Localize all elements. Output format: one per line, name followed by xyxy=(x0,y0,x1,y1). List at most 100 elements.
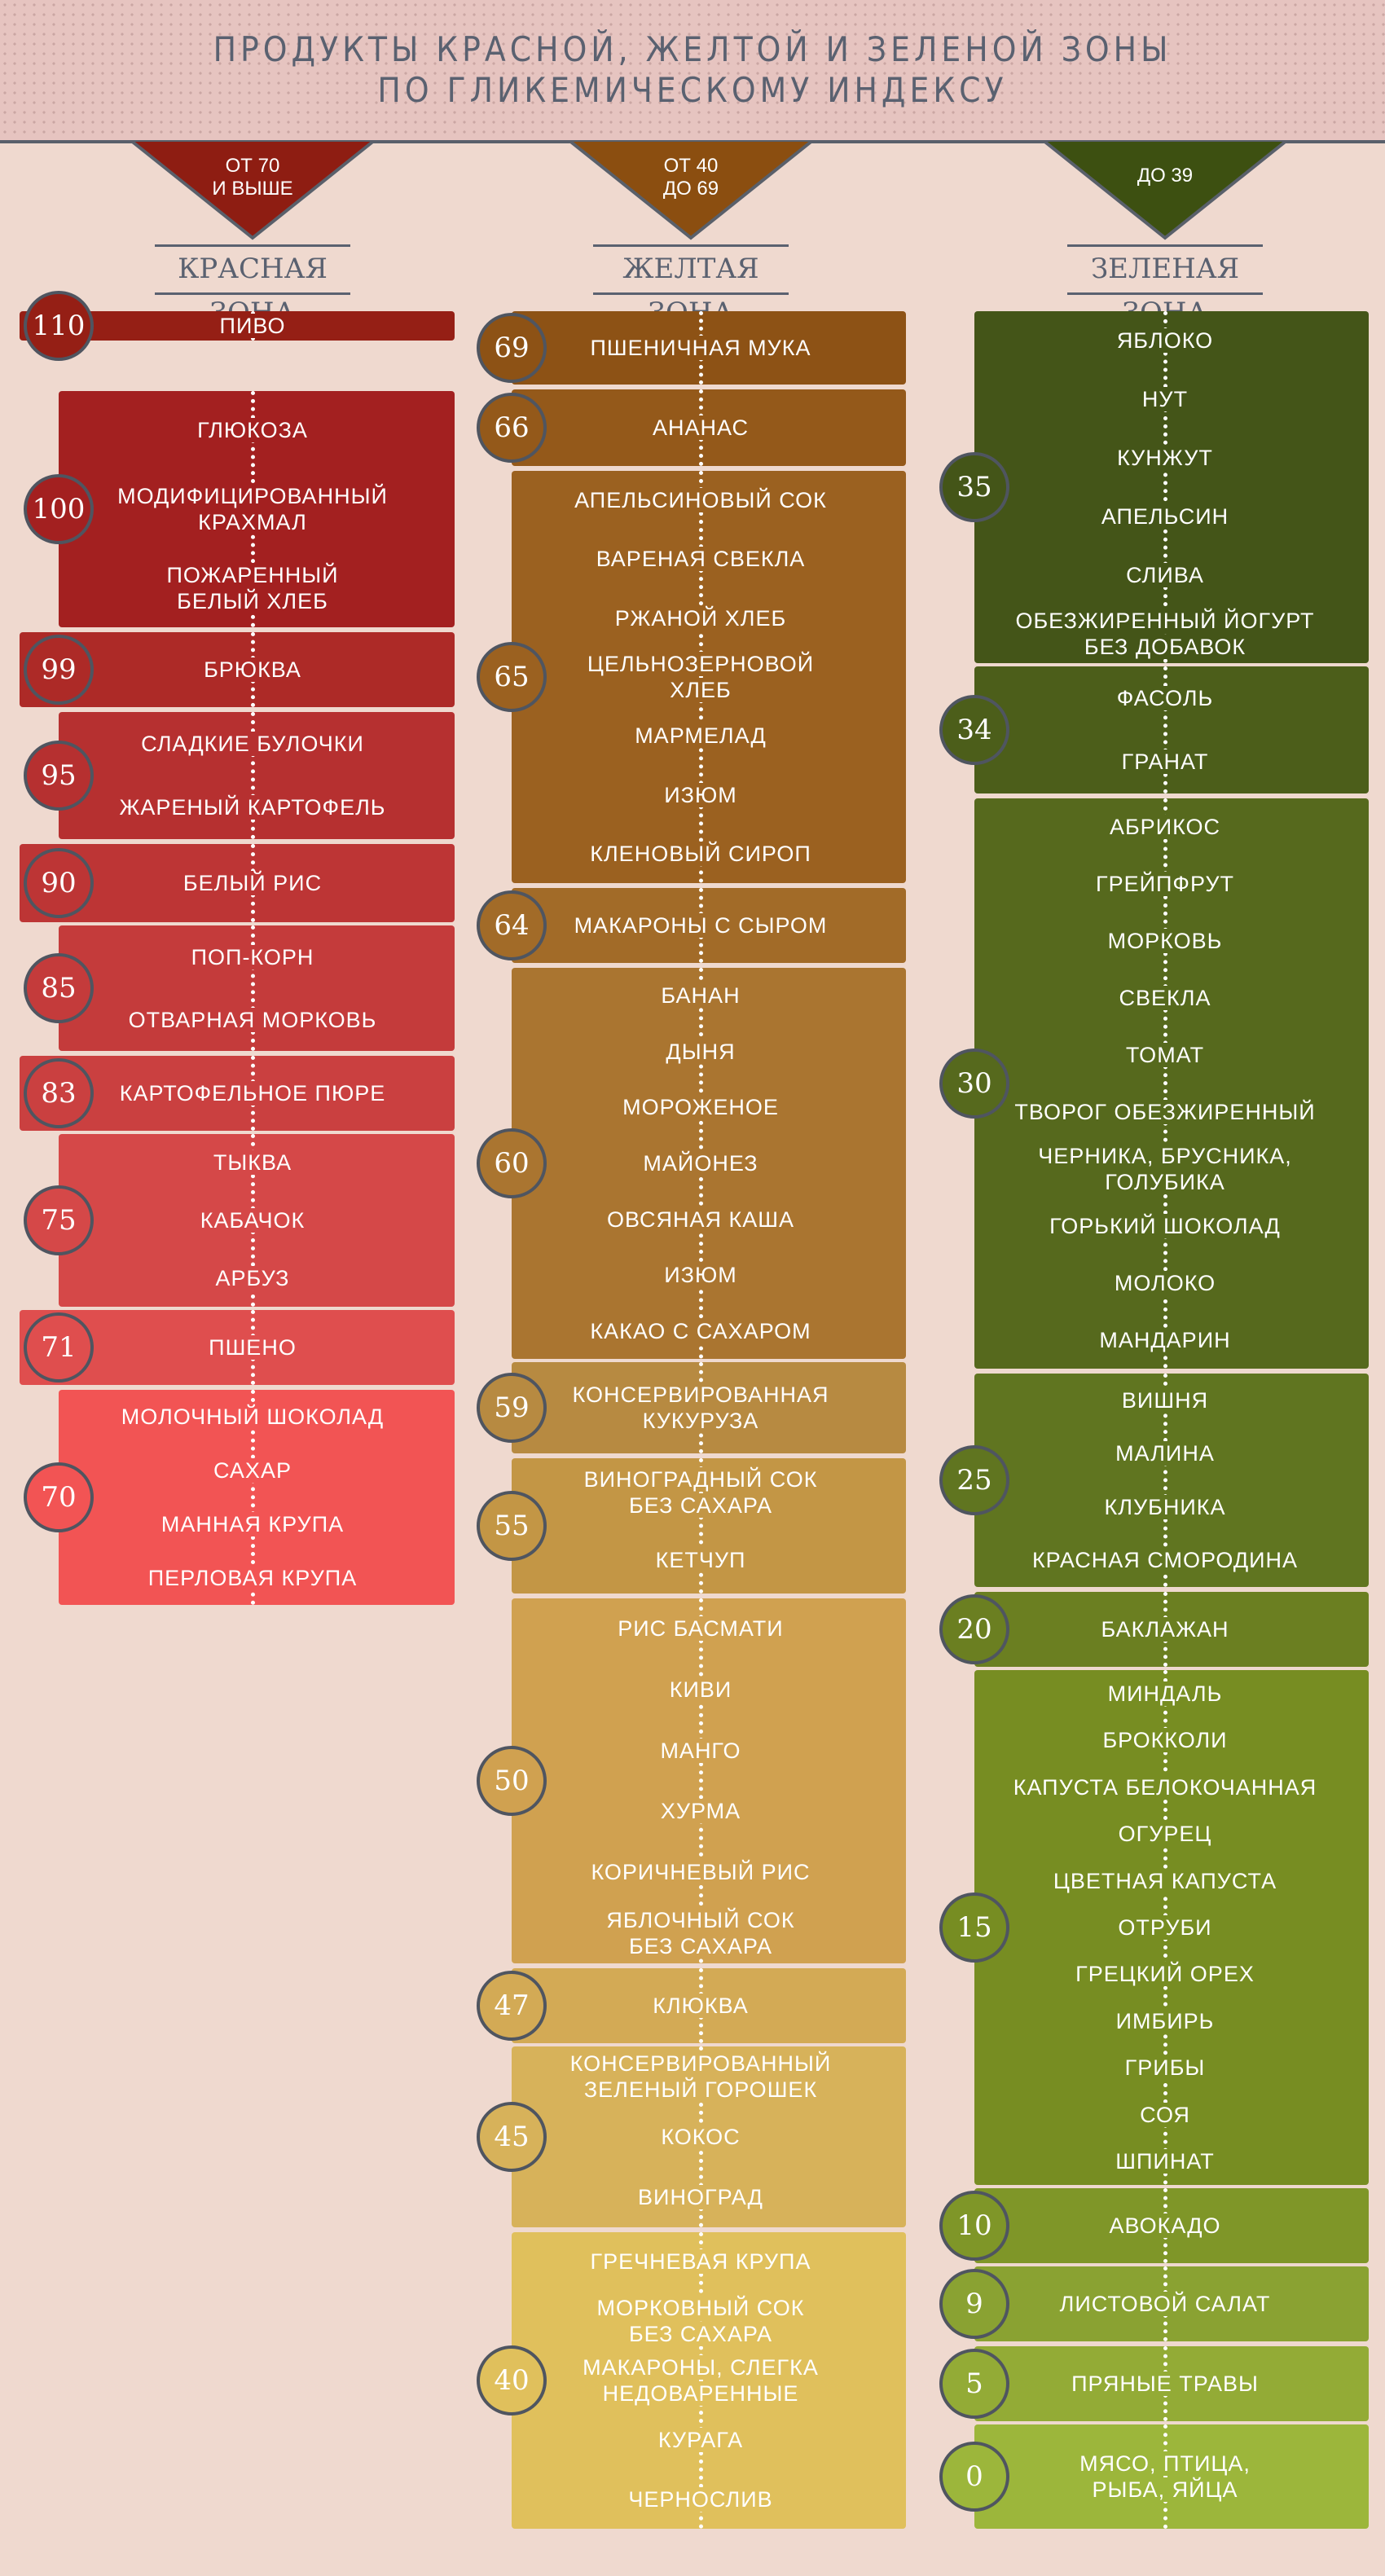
food-item: ИЗЮМ xyxy=(489,782,912,808)
food-item-line: МАКАРОНЫ, СЛЕГКА xyxy=(489,2354,912,2380)
food-item-line: БРОККОЛИ xyxy=(953,1727,1377,1753)
food-item-line: МАЛИНА xyxy=(953,1440,1377,1466)
food-item-line: ВАРЕНАЯ СВЕКЛА xyxy=(489,546,912,572)
food-item-line: АПЕЛЬСИНОВЫЙ СОК xyxy=(489,487,912,513)
food-item-line: АРБУЗ xyxy=(41,1265,464,1291)
zone-group-gi-9: ЛИСТОВОЙ САЛАТ xyxy=(974,2266,1369,2341)
zone-group-gi-45: КОНСЕРВИРОВАННЫЙ ЗЕЛЕНЫЙ ГОРОШЕК КОКОС ВИНО… xyxy=(512,2046,906,2227)
food-item: МАЙОНЕЗ xyxy=(489,1150,912,1176)
zone-range-red: ОТ 70 И ВЫШЕ xyxy=(163,155,342,200)
food-item: КЕТЧУП xyxy=(489,1547,912,1573)
food-item-line: ПОП-КОРН xyxy=(41,944,464,970)
zone-group-gi-0: МЯСО, ПТИЦА, РЫБА, ЯЙЦА xyxy=(974,2424,1369,2529)
food-item: ДЫНЯ xyxy=(489,1039,912,1065)
food-item: СВЕКЛА xyxy=(953,985,1377,1011)
food-item: МОРОЖЕНОЕ xyxy=(489,1094,912,1120)
food-item: АПЕЛЬСИН xyxy=(953,503,1377,530)
food-item: МОЛОЧНЫЙ ШОКОЛАД xyxy=(41,1404,464,1430)
food-item-line: КЛУБНИКА xyxy=(953,1494,1377,1520)
food-item-line: НУТ xyxy=(953,386,1377,412)
food-item: МЯСО, ПТИЦА, РЫБА, ЯЙЦА xyxy=(953,2451,1377,2503)
food-item: МАРМЕЛАД xyxy=(489,723,912,749)
food-item: ОТВАРНАЯ МОРКОВЬ xyxy=(41,1007,464,1033)
food-item-line: ГРИБЫ xyxy=(953,2055,1377,2081)
food-item: МИНДАЛЬ xyxy=(953,1681,1377,1707)
food-item: ГРАНАТ xyxy=(953,749,1377,775)
food-item-line: БЕЗ ДОБАВОК xyxy=(953,634,1377,660)
gi-badge: 90 xyxy=(24,848,94,918)
food-item-line: ТЫКВА xyxy=(41,1150,464,1176)
group-divider-dots xyxy=(251,1390,255,1605)
food-item-line: ИЗЮМ xyxy=(489,782,912,808)
food-item-line: МАНДАРИН xyxy=(953,1327,1377,1353)
food-item-line: БЕЛЫЙ ХЛЕБ xyxy=(41,588,464,614)
food-item-line: ПШЕНИЧНАЯ МУКА xyxy=(489,335,912,361)
food-item-line: СЛАДКИЕ БУЛОЧКИ xyxy=(41,731,464,757)
food-item: КЛЮКВА xyxy=(489,1993,912,2019)
food-item: ПОЖАРЕННЫЙ БЕЛЫЙ ХЛЕБ xyxy=(41,562,464,614)
food-item-line: ЛИСТОВОЙ САЛАТ xyxy=(953,2291,1377,2317)
header-banner: ПРОДУКТЫ КРАСНОЙ, ЖЕЛТОЙ И ЗЕЛЕНОЙ ЗОНЫ … xyxy=(0,0,1385,143)
food-item: МОДИФИЦИРОВАННЫЙ КРАХМАЛ xyxy=(41,483,464,535)
food-item-line: КАПУСТА БЕЛОКОЧАННАЯ xyxy=(953,1774,1377,1800)
food-item-line: СОЯ xyxy=(953,2102,1377,2128)
gi-badge: 25 xyxy=(939,1445,1009,1515)
food-item-line: ГОРЬКИЙ ШОКОЛАД xyxy=(953,1213,1377,1239)
food-item: РИС БАСМАТИ xyxy=(489,1615,912,1642)
food-item-line: ОБЕЗЖИРЕННЫЙ ЙОГУРТ xyxy=(953,608,1377,634)
food-item: ПШЕНИЧНАЯ МУКА xyxy=(489,335,912,361)
food-item: МАНДАРИН xyxy=(953,1327,1377,1353)
gi-badge: 95 xyxy=(24,741,94,811)
food-item: БАКЛАЖАН xyxy=(953,1616,1377,1642)
food-item-line: АВОКАДО xyxy=(953,2213,1377,2239)
food-item: МАЛИНА xyxy=(953,1440,1377,1466)
food-item: МАКАРОНЫ С СЫРОМ xyxy=(489,912,912,939)
food-item: НУТ xyxy=(953,386,1377,412)
food-item: ШПИНАТ xyxy=(953,2148,1377,2174)
food-item: КАКАО С САХАРОМ xyxy=(489,1318,912,1344)
food-item: ВАРЕНАЯ СВЕКЛА xyxy=(489,546,912,572)
food-item: ОБЕЗЖИРЕННЫЙ ЙОГУРТ БЕЗ ДОБАВОК xyxy=(953,608,1377,660)
food-item-line: ГОЛУБИКА xyxy=(953,1169,1377,1195)
food-item-line: ЯБЛОКО xyxy=(953,327,1377,354)
food-item-line: ХУРМА xyxy=(489,1798,912,1824)
food-item-line: МАРМЕЛАД xyxy=(489,723,912,749)
group-divider-dots xyxy=(1163,2424,1167,2529)
food-item-line: КОНСЕРВИРОВАННАЯ xyxy=(489,1382,912,1408)
food-item-line: МОЛОЧНЫЙ ШОКОЛАД xyxy=(41,1404,464,1430)
food-item: ОГУРЕЦ xyxy=(953,1821,1377,1847)
food-item-line: АНАНАС xyxy=(489,415,912,441)
zone-range-line-2: И ВЫШЕ xyxy=(212,178,293,200)
food-item: КОНСЕРВИРОВАННАЯ КУКУРУЗА xyxy=(489,1382,912,1434)
food-item-line: ЧЕРНОСЛИВ xyxy=(489,2486,912,2512)
food-item-line: ВИНОГРАДНЫЙ СОК xyxy=(489,1466,912,1492)
food-item-line: ЯБЛОЧНЫЙ СОК xyxy=(489,1907,912,1933)
food-item: КЛУБНИКА xyxy=(953,1494,1377,1520)
food-item-line: ИЗЮМ xyxy=(489,1262,912,1288)
food-item-line: МЯСО, ПТИЦА, xyxy=(953,2451,1377,2477)
food-item-line: ФАСОЛЬ xyxy=(953,685,1377,711)
food-item-line: КИВИ xyxy=(489,1677,912,1703)
food-item-line: ОГУРЕЦ xyxy=(953,1821,1377,1847)
food-item: ПЕРЛОВАЯ КРУПА xyxy=(41,1565,464,1591)
group-divider-dots xyxy=(251,925,255,1051)
zone-group-gi-90: БЕЛЫЙ РИС xyxy=(20,844,455,922)
food-item-line: АПЕЛЬСИН xyxy=(953,503,1377,530)
food-item-line: МИНДАЛЬ xyxy=(953,1681,1377,1707)
zone-group-gi-35: ЯБЛОКО НУТ КУНЖУТ АПЕЛЬСИН СЛИВА ОБЕЗЖИРЕННЫЙ… xyxy=(974,311,1369,663)
food-item: МАННАЯ КРУПА xyxy=(41,1511,464,1537)
food-item-line: ОТВАРНАЯ МОРКОВЬ xyxy=(41,1007,464,1033)
food-item: ТЫКВА xyxy=(41,1150,464,1176)
gi-badge: 100 xyxy=(24,474,94,544)
food-item: ВИНОГРАДНЫЙ СОК БЕЗ САХАРА xyxy=(489,1466,912,1519)
food-item: МАНГО xyxy=(489,1738,912,1764)
food-item-line: КУРАГА xyxy=(489,2427,912,2453)
food-item-line: КОРИЧНЕВЫЙ РИС xyxy=(489,1859,912,1885)
food-item-line: КЕТЧУП xyxy=(489,1547,912,1573)
zone-group-gi-60: БАНАН ДЫНЯ МОРОЖЕНОЕ МАЙОНЕЗ ОВСЯНАЯ КАША ИЗЮ… xyxy=(512,968,906,1359)
zone-label-yellow: ЖЕЛТАЯ ЗОНА xyxy=(593,244,789,329)
gi-badge: 66 xyxy=(477,393,547,463)
zone-group-gi-71: ПШЕНО xyxy=(20,1310,455,1385)
food-item: СЛАДКИЕ БУЛОЧКИ xyxy=(41,731,464,757)
food-item-line: ОТРУБИ xyxy=(953,1914,1377,1941)
